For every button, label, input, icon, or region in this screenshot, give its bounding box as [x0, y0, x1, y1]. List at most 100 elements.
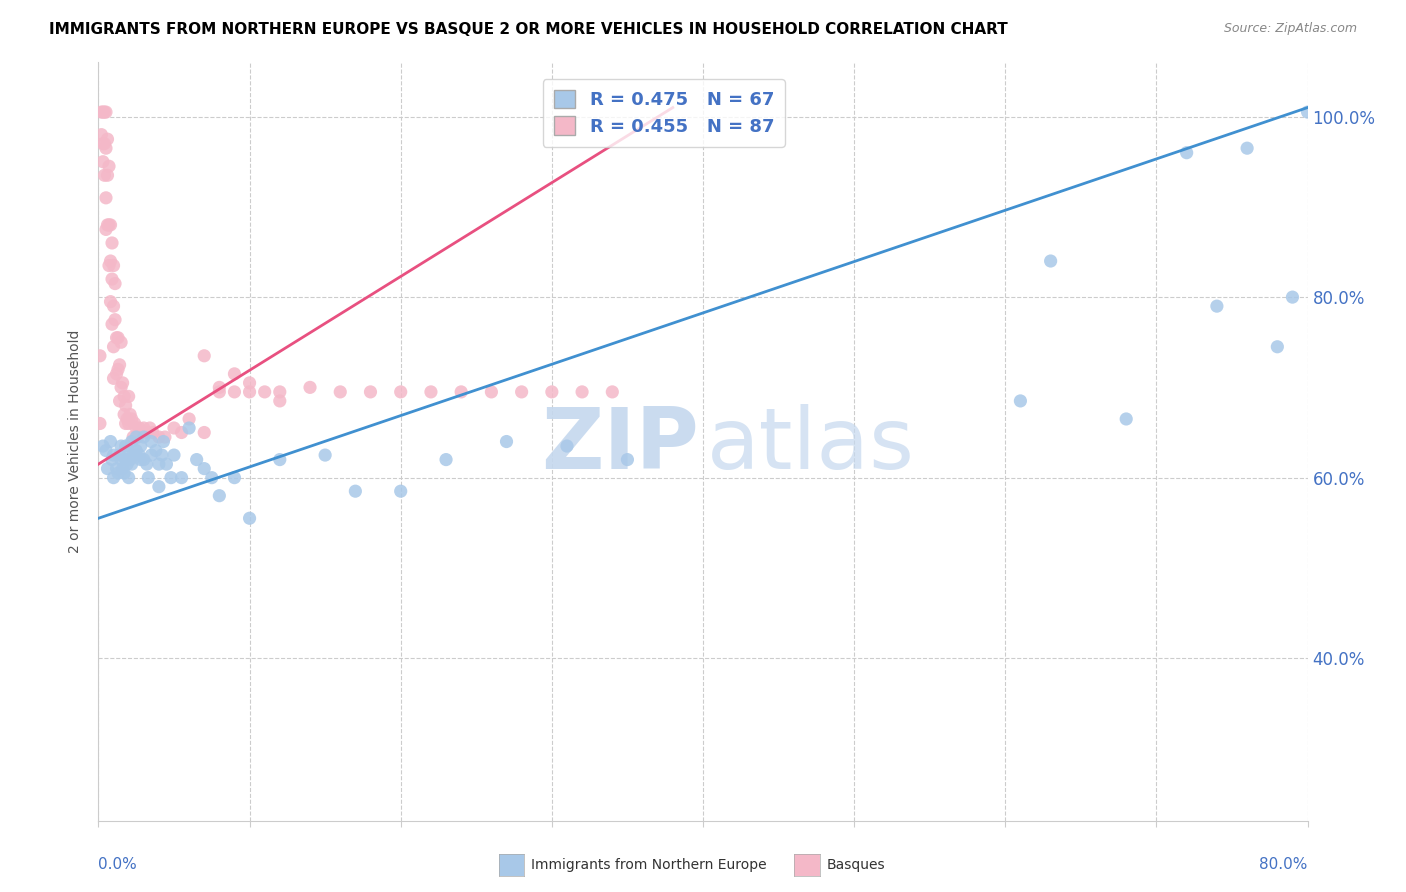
- Point: [122, 430, 145, 444]
- Point: [127, 430, 149, 444]
- Point: [1206, 299, 1229, 313]
- Point: [110, 452, 132, 467]
- Point: [148, 457, 170, 471]
- Point: [224, 367, 246, 381]
- Point: [239, 376, 262, 390]
- Point: [132, 452, 155, 467]
- Point: [89, 417, 111, 431]
- Point: [105, 331, 128, 345]
- Point: [104, 277, 127, 291]
- Point: [101, 272, 124, 286]
- Point: [118, 417, 141, 431]
- Point: [269, 393, 291, 408]
- Text: Source: ZipAtlas.com: Source: ZipAtlas.com: [1223, 22, 1357, 36]
- Point: [135, 425, 157, 440]
- Point: [107, 331, 129, 345]
- Point: [170, 425, 193, 440]
- Point: [208, 380, 231, 394]
- Point: [91, 439, 114, 453]
- Point: [114, 399, 136, 413]
- Point: [602, 384, 624, 399]
- Point: [93, 105, 115, 120]
- Point: [1175, 145, 1198, 160]
- Point: [121, 434, 143, 449]
- Point: [107, 362, 129, 376]
- Point: [103, 259, 125, 273]
- Point: [112, 408, 135, 422]
- Point: [434, 452, 457, 467]
- Point: [98, 218, 121, 232]
- Point: [90, 105, 112, 120]
- Point: [155, 457, 177, 471]
- Point: [201, 470, 224, 484]
- Point: [111, 461, 134, 475]
- Point: [208, 384, 231, 399]
- Point: [112, 389, 135, 403]
- Point: [98, 259, 121, 273]
- Point: [239, 384, 262, 399]
- Point: [239, 511, 262, 525]
- Point: [94, 191, 117, 205]
- Point: [329, 384, 352, 399]
- Point: [120, 408, 142, 422]
- Point: [128, 448, 150, 462]
- Point: [132, 430, 155, 444]
- Point: [571, 384, 593, 399]
- Point: [93, 168, 115, 182]
- Point: [314, 448, 336, 462]
- Point: [103, 448, 125, 462]
- Point: [299, 380, 322, 394]
- Point: [91, 136, 114, 151]
- Text: Immigrants from Northern Europe: Immigrants from Northern Europe: [531, 858, 768, 872]
- Point: [224, 384, 246, 399]
- Point: [253, 384, 276, 399]
- Point: [115, 457, 138, 471]
- Point: [93, 136, 115, 151]
- Point: [1281, 290, 1303, 304]
- Point: [108, 448, 131, 462]
- Point: [360, 384, 382, 399]
- Point: [120, 452, 142, 467]
- Point: [114, 452, 136, 467]
- Point: [170, 470, 193, 484]
- Point: [269, 452, 291, 467]
- Point: [103, 299, 125, 313]
- Point: [208, 489, 231, 503]
- Point: [193, 461, 215, 475]
- Point: [107, 466, 129, 480]
- Point: [129, 439, 152, 453]
- Text: 0.0%: 0.0%: [98, 856, 138, 871]
- Text: 80.0%: 80.0%: [1260, 856, 1308, 871]
- Point: [616, 452, 638, 467]
- Point: [193, 349, 215, 363]
- Point: [101, 235, 124, 250]
- Point: [132, 421, 155, 435]
- Point: [103, 470, 125, 484]
- Point: [100, 434, 122, 449]
- Point: [122, 448, 145, 462]
- Point: [114, 417, 136, 431]
- Point: [344, 484, 367, 499]
- Point: [141, 434, 163, 449]
- Point: [153, 430, 176, 444]
- Text: ZIP: ZIP: [541, 404, 699, 487]
- Point: [389, 484, 412, 499]
- Point: [100, 254, 122, 268]
- Point: [108, 393, 131, 408]
- Point: [118, 389, 141, 403]
- Point: [139, 421, 162, 435]
- Point: [128, 421, 150, 435]
- Point: [96, 461, 118, 475]
- Point: [100, 218, 122, 232]
- Point: [141, 448, 163, 462]
- Point: [105, 461, 128, 475]
- Point: [1296, 105, 1319, 120]
- Point: [224, 470, 246, 484]
- Point: [136, 470, 159, 484]
- Point: [96, 168, 118, 182]
- Point: [94, 105, 117, 120]
- Point: [112, 466, 135, 480]
- Point: [179, 421, 201, 435]
- Point: [110, 439, 132, 453]
- Text: atlas: atlas: [707, 404, 915, 487]
